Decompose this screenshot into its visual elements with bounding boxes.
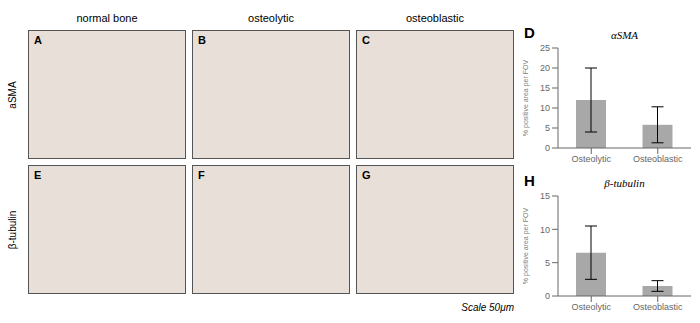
html-text:D: D <box>524 24 535 41</box>
svg-text:Osteolytic: Osteolytic <box>571 302 611 312</box>
svg-text:15: 15 <box>540 192 550 201</box>
html-text:H: H <box>524 172 535 189</box>
html-text:osteolytic: osteolytic <box>248 12 294 24</box>
html-text:Scale 50μm: Scale 50μm <box>461 302 514 313</box>
svg-text:5: 5 <box>545 123 550 133</box>
html-text:F: F <box>198 169 205 181</box>
svg-text:15: 15 <box>540 83 550 93</box>
html-text:E: E <box>34 169 42 181</box>
svg-text:5: 5 <box>545 258 550 268</box>
html-text:αSMA: αSMA <box>610 29 639 41</box>
html-text:β-tubulin: β-tubulin <box>7 210 18 249</box>
svg-text:25: 25 <box>540 44 550 53</box>
svg-text:Osteolytic: Osteolytic <box>571 154 611 164</box>
svg-text:0: 0 <box>545 143 550 153</box>
html-text:aSMA: aSMA <box>7 80 18 109</box>
html-text:β-tubulin: β-tubulin <box>604 177 645 189</box>
svg-text:0: 0 <box>545 291 550 301</box>
svg-text:10: 10 <box>540 103 550 113</box>
svg-text:20: 20 <box>540 63 550 73</box>
svg-text:% positive area per FOV: % positive area per FOV <box>522 208 530 285</box>
html-text:C: C <box>362 34 370 46</box>
svg-text:Osteoblastic: Osteoblastic <box>633 154 683 164</box>
html-text:G: G <box>362 169 371 181</box>
html-text:normal bone: normal bone <box>76 12 138 24</box>
html-text:A: A <box>34 34 42 46</box>
svg-text:10: 10 <box>540 225 550 235</box>
html-text:osteoblastic: osteoblastic <box>406 12 464 24</box>
svg-text:Osteoblastic: Osteoblastic <box>633 302 683 312</box>
html-text:B: B <box>198 34 206 46</box>
svg-text:% positive area per FOV: % positive area per FOV <box>522 60 530 137</box>
